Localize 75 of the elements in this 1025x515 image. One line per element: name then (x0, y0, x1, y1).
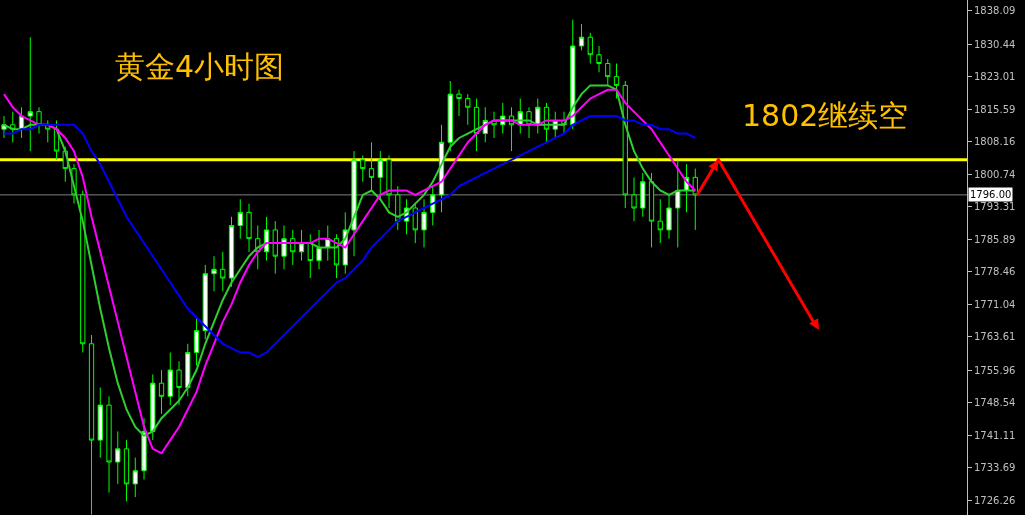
y-tick-label: 1778.46 (974, 266, 1016, 278)
y-tick-label: 1815.59 (974, 103, 1016, 115)
candlestick (1, 115, 7, 139)
candlestick (351, 150, 357, 257)
candlestick (368, 141, 375, 191)
candlestick (430, 185, 436, 227)
candlestick (263, 216, 270, 262)
line-series (3, 115, 697, 358)
candlestick (657, 198, 663, 244)
candlestick (290, 229, 296, 266)
y-tick-label: 1755.96 (974, 364, 1016, 376)
candlestick (80, 190, 86, 354)
candlestick (596, 45, 602, 73)
y-tick-label: 1838.09 (974, 5, 1016, 17)
y-tick-label: 1830.44 (974, 38, 1016, 50)
candlestick (386, 154, 392, 209)
y-tick-label: 1808.16 (974, 136, 1016, 148)
y-tick-label: 1785.89 (974, 233, 1016, 245)
candlestick (237, 198, 243, 240)
candlestick (246, 203, 252, 253)
candlestick (298, 229, 305, 262)
candlestick (613, 63, 620, 100)
candlestick (395, 185, 401, 231)
candlestick (307, 233, 313, 279)
candlestick (150, 373, 156, 441)
y-tick-label: 1793.31 (974, 201, 1016, 213)
candlestick (272, 220, 278, 275)
candlestick (648, 172, 655, 248)
candlestick (106, 395, 112, 494)
y-tick-label: 1733.69 (974, 462, 1016, 474)
candlestick (211, 255, 217, 292)
y-tick-label: 1800.74 (974, 168, 1016, 180)
candlestick (176, 360, 182, 406)
candlestick (465, 93, 471, 126)
candlestick (281, 225, 287, 270)
candlestick (587, 32, 593, 64)
candlestick (158, 369, 165, 415)
text: 黄金4小时图 (115, 48, 285, 84)
candlestick (456, 89, 462, 117)
candlestick (692, 168, 698, 231)
candlestick (377, 150, 383, 200)
candlestick (202, 264, 208, 340)
y-tick-label: 1741.11 (974, 429, 1016, 441)
candlestick (220, 251, 226, 292)
candlestick (570, 19, 576, 130)
candlestick (535, 98, 541, 135)
y-tick-label: 1726.26 (974, 494, 1016, 506)
candlestick (640, 172, 646, 218)
candlestick (675, 159, 681, 248)
candlestick (316, 229, 322, 270)
candlestick (631, 176, 637, 222)
candlestick (167, 352, 173, 406)
y-tick-label: 1748.54 (974, 397, 1016, 409)
candlestick (228, 216, 235, 288)
candlestick (447, 80, 453, 152)
ref-line-label: 1796.00 (970, 189, 1012, 200)
text: 1802继续空 (742, 98, 909, 133)
candlestick (421, 198, 427, 248)
y-tick-label: 1763.61 (974, 331, 1016, 343)
candlestick (360, 154, 366, 183)
candlestick (97, 387, 103, 459)
y-tick-label: 1823.01 (974, 71, 1016, 83)
candlestick (123, 439, 130, 502)
candlestick (27, 36, 33, 152)
candlestick (578, 23, 585, 51)
candlestick (666, 194, 672, 240)
candlestick (412, 203, 418, 244)
candlestick (115, 430, 121, 485)
candlestick (36, 106, 42, 135)
candlestick (185, 343, 191, 397)
candlestick (141, 417, 147, 481)
candlestick (132, 457, 138, 498)
y-tick-label: 1771.04 (974, 298, 1016, 310)
candlestick (193, 317, 200, 367)
candlestick (605, 58, 611, 86)
